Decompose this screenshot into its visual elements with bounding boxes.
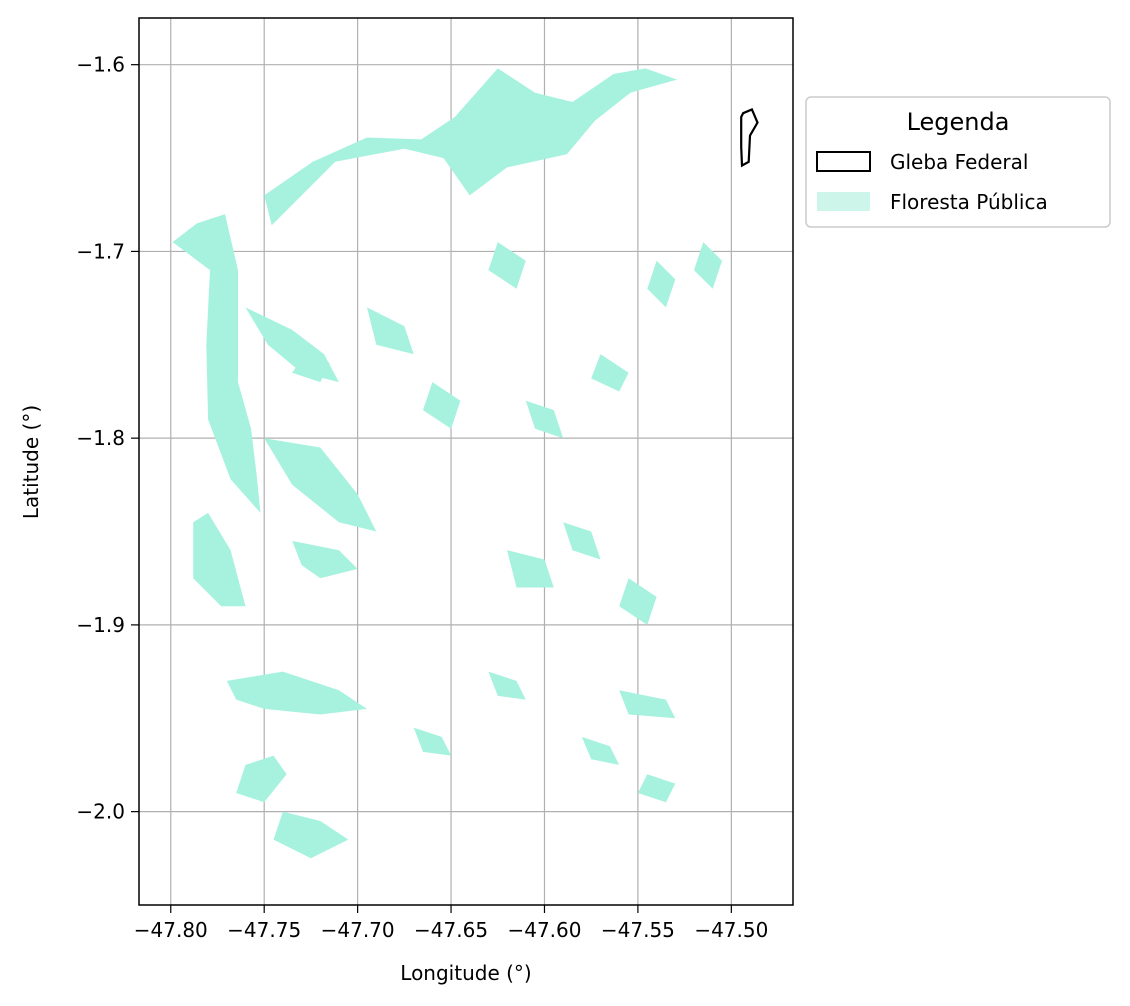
floresta-publica-polygon: [647, 260, 676, 308]
plot-frame: [138, 17, 794, 906]
gleba-federal-layer: [740, 108, 759, 168]
legend-box: [805, 96, 1111, 228]
floresta-publica-polygon: [507, 550, 554, 588]
floresta-publica-polygon: [226, 671, 367, 715]
legend: Legenda Gleba Federal Floresta Pública: [805, 96, 1111, 228]
x-tick-label: −47.60: [507, 918, 581, 942]
legend-label-floresta-publica: Floresta Pública: [890, 190, 1048, 214]
floresta-publica-polygon: [172, 214, 261, 513]
floresta-publica-polygon: [264, 438, 377, 532]
y-tick-label: −2.0: [76, 800, 125, 824]
y-tick-label: −1.8: [76, 426, 125, 450]
floresta-publica-polygon: [619, 578, 657, 625]
x-tick-label: −47.65: [414, 918, 488, 942]
legend-title: Legenda: [907, 108, 1010, 136]
floresta-publica-polygon: [292, 540, 358, 579]
floresta-publica-polygon: [413, 727, 452, 756]
floresta-publica-polygon: [525, 400, 564, 439]
floresta-publica-polygon: [488, 671, 526, 700]
x-tick-label: −47.55: [601, 918, 675, 942]
legend-swatch-gleba-federal: [816, 151, 871, 172]
x-tick-label: −47.75: [227, 918, 301, 942]
floresta-publica-polygon: [236, 755, 287, 803]
gleba-federal-polygon: [740, 108, 759, 168]
x-tick-label: −47.70: [321, 918, 395, 942]
x-tick-label: −47.80: [134, 918, 208, 942]
y-tick-label: −1.6: [76, 53, 125, 77]
floresta-publica-polygon: [273, 811, 349, 859]
legend-swatch-floresta-publica: [817, 192, 870, 211]
floresta-publica-polygon: [581, 736, 620, 765]
floresta-publica-polygon: [488, 242, 526, 289]
floresta-publica-polygon: [367, 307, 414, 355]
y-tick-label: −1.7: [76, 239, 125, 263]
floresta-publica-polygon: [637, 774, 676, 803]
floresta-publica-polygon: [694, 242, 722, 289]
floresta-publica-polygon: [292, 344, 330, 383]
y-axis-label: Latitude (°): [19, 405, 43, 519]
y-axis-ticks: −1.6 −1.7 −1.8 −1.9 −2.0: [76, 53, 139, 824]
floresta-publica-polygon: [619, 690, 676, 719]
floresta-publica-polygon: [591, 354, 629, 392]
floresta-publica-polygon: [563, 522, 601, 560]
floresta-publica-layer: [172, 68, 722, 859]
floresta-publica-polygon: [193, 512, 246, 607]
floresta-publica-polygon: [423, 382, 461, 429]
x-axis-label: Longitude (°): [400, 961, 531, 985]
grid: [139, 18, 793, 905]
x-axis-ticks: −47.80 −47.75 −47.70 −47.65 −47.60 −47.55 −47.…: [134, 905, 768, 942]
floresta-publica-polygon: [264, 68, 678, 226]
y-tick-label: −1.9: [76, 613, 125, 637]
legend-label-gleba-federal: Gleba Federal: [890, 150, 1028, 174]
x-tick-label: −47.50: [694, 918, 768, 942]
